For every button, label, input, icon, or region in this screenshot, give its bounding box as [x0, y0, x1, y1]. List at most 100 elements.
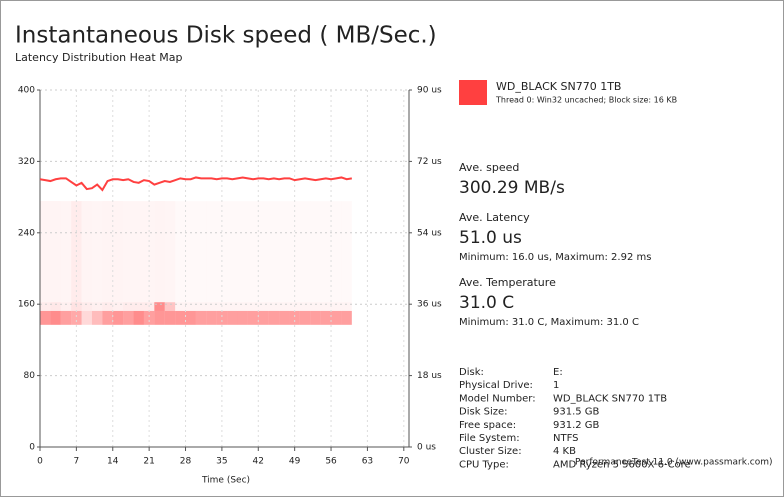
legend-swatch: [459, 80, 487, 105]
info-label: Model Number:: [459, 393, 536, 404]
heat-cell: [331, 310, 342, 325]
heat-cell: [164, 302, 176, 311]
x-tick-label: 42: [253, 457, 264, 467]
y2-tick-label: 54 us: [417, 228, 442, 238]
y2-tick-label: 18 us: [417, 371, 442, 381]
stat-detail: Minimum: 16.0 us, Maximum: 2.92 ms: [459, 252, 651, 263]
heat-cell: [258, 302, 269, 311]
heat-cell: [247, 302, 259, 311]
series-line: [39, 176, 353, 192]
info-value: 931.5 GB: [553, 407, 600, 418]
heat-cell: [331, 302, 342, 311]
heat-cell: [341, 302, 352, 311]
heat-cell: [123, 302, 134, 311]
heat-cell: [40, 302, 51, 311]
heat-cell: [133, 302, 144, 311]
legend-detail: Thread 0: Win32 uncached; Block size: 16…: [495, 96, 677, 105]
chart-title: Instantaneous Disk speed ( MB/Sec.): [15, 23, 437, 49]
heat-cell: [206, 302, 217, 311]
heat-cell: [269, 201, 279, 302]
heat-cell: [112, 310, 124, 325]
heat-cell: [341, 310, 352, 325]
heat-cell: [40, 201, 51, 303]
stat-value: 51.0 us: [459, 228, 522, 248]
heat-cell: [50, 310, 61, 325]
heat-cell: [299, 302, 311, 311]
info-value: 1: [553, 380, 559, 391]
heat-cell: [206, 310, 217, 325]
heat-cell: [310, 201, 320, 302]
heat-cell: [341, 201, 351, 302]
x-tick-label: 56: [325, 457, 337, 467]
info-value: 931.2 GB: [553, 420, 600, 431]
heat-cell: [91, 302, 103, 311]
chart-subtitle: Latency Distribution Heat Map: [15, 51, 182, 64]
x-tick-label: 0: [37, 457, 43, 467]
y-tick-label: 80: [24, 371, 36, 381]
info-value: WD_BLACK SN770 1TB: [553, 393, 667, 404]
y2-tick-label: 90 us: [417, 86, 442, 96]
heat-cell: [186, 201, 196, 302]
y2-tick-label: 0 us: [417, 443, 436, 453]
heat-cell: [279, 201, 289, 302]
info-value: 4 KB: [553, 446, 576, 457]
info-label: Free space:: [459, 420, 516, 431]
heat-cell: [310, 302, 321, 311]
heat-cell: [258, 310, 269, 325]
heat-cell: [60, 310, 72, 325]
heat-cell: [289, 310, 300, 325]
y-tick-label: 240: [18, 228, 35, 238]
y-tick-label: 400: [18, 86, 35, 96]
stat-value: 31.0 C: [459, 293, 514, 313]
heat-cell: [279, 302, 290, 311]
heat-cell: [237, 201, 247, 302]
heat-cell: [185, 302, 196, 311]
heat-cell: [81, 310, 92, 325]
legend-label: WD_BLACK SN770 1TB: [496, 80, 621, 93]
info-value: AMD Ryzen 5 5600X 6-Core: [553, 459, 691, 470]
heat-cell: [321, 201, 331, 302]
heat-cell: [175, 201, 185, 302]
heat-cell: [216, 310, 228, 325]
heat-cell: [268, 310, 280, 325]
info-label: CPU Type:: [459, 459, 509, 470]
heat-cell: [279, 310, 290, 325]
info-label: Cluster Size:: [459, 446, 522, 457]
watermark: PerformanceTest 11.0 (www.passmark.com): [575, 458, 773, 468]
heat-cell: [123, 201, 134, 303]
heat-cell: [320, 310, 332, 325]
heat-cell: [300, 201, 310, 302]
heat-cell: [195, 310, 207, 325]
heat-cell: [175, 302, 186, 311]
info-value: NTFS: [553, 433, 579, 444]
heat-cell: [331, 201, 341, 302]
heat-cell: [102, 310, 113, 325]
stat-detail: Minimum: 31.0 C, Maximum: 31.0 C: [459, 317, 639, 328]
info-label: Disk Size:: [459, 407, 508, 418]
heat-cell: [81, 302, 92, 311]
heat-cell: [227, 302, 238, 311]
heat-cell: [133, 201, 144, 303]
heat-cell: [71, 310, 82, 325]
heat-cell: [133, 310, 144, 325]
heat-cell: [164, 310, 176, 325]
heat-cell: [81, 201, 92, 303]
heat-cell: [112, 201, 124, 303]
heat-cell: [102, 302, 113, 311]
heat-cell: [50, 201, 61, 303]
heat-cell: [102, 201, 113, 303]
heat-cell: [268, 302, 280, 311]
heat-cell: [40, 310, 51, 325]
heat-cell: [299, 310, 311, 325]
x-tick-label: 49: [289, 457, 301, 467]
heat-cell: [60, 201, 72, 303]
info-value: E:: [553, 367, 563, 378]
info-label: Disk:: [459, 367, 484, 378]
heat-cell: [91, 201, 103, 303]
heat-cell: [143, 310, 155, 325]
heat-cell: [154, 302, 165, 311]
heat-cell: [227, 201, 237, 302]
heat-cell: [227, 310, 238, 325]
